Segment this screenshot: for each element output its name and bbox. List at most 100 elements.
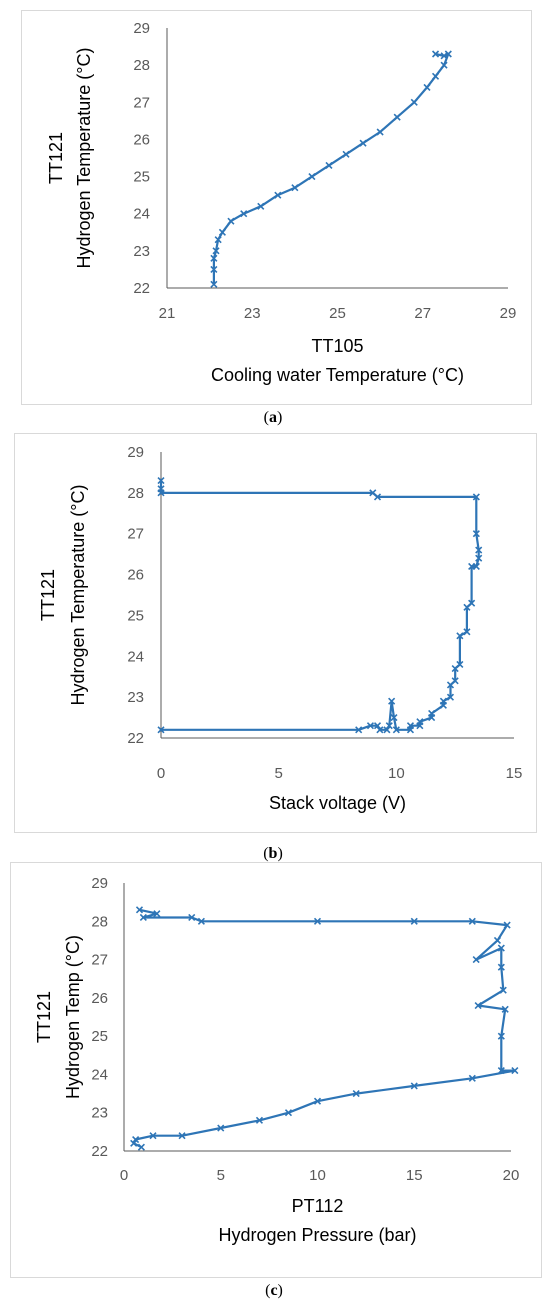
y-tick-label: 25 — [133, 169, 150, 186]
y-tick-label: 28 — [127, 485, 144, 502]
data-point — [255, 1116, 264, 1124]
x-tick-label: 5 — [274, 765, 282, 782]
chart-a-frame — [21, 10, 532, 405]
data-point — [446, 681, 455, 689]
x-tick-label: 15 — [406, 1167, 423, 1184]
data-point — [475, 554, 483, 562]
y-tick-label: 22 — [127, 730, 144, 747]
data-point — [210, 254, 218, 262]
y-tick-label: 22 — [133, 280, 150, 297]
data-point — [135, 906, 144, 914]
x-tick-label: 27 — [414, 305, 431, 322]
data-point — [468, 1074, 476, 1082]
chart-b-frame — [14, 433, 537, 833]
data-point — [197, 917, 205, 925]
data-point — [383, 726, 391, 734]
data-point — [463, 603, 471, 611]
data-point — [463, 628, 471, 636]
data-point — [178, 1132, 186, 1140]
y-tick-label: 23 — [91, 1105, 108, 1122]
data-point — [130, 1139, 138, 1147]
y-tick-label: 28 — [91, 913, 108, 930]
data-point — [431, 72, 440, 80]
chart-b: 22 23 24 25 26 27 28 29 0 5 10 15 TT121 Hydrogen Temp… — [38, 444, 522, 813]
x-axis-label-line1: Stack voltage (V) — [269, 793, 406, 813]
data-point — [446, 693, 455, 701]
data-point — [257, 202, 265, 210]
data-point — [313, 917, 322, 925]
y-axis-label-line2: Hydrogen Temperature (°C) — [74, 48, 94, 269]
x-tick-label: 20 — [503, 1167, 520, 1184]
y-tick-label: 24 — [127, 648, 144, 665]
data-point — [227, 217, 235, 225]
data-point — [139, 913, 147, 922]
y-tick-label: 25 — [127, 607, 144, 624]
x-tick-label: 29 — [500, 305, 517, 322]
x-tick-label: 0 — [157, 765, 165, 782]
series-line — [159, 480, 480, 731]
data-point — [137, 1143, 145, 1151]
data-point — [393, 113, 401, 121]
data-point — [468, 562, 476, 570]
y-tick-label: 23 — [133, 243, 150, 260]
data-point — [355, 726, 363, 734]
y-axis-label-line1: TT121 — [46, 132, 66, 184]
data-point — [157, 726, 165, 734]
data-point — [217, 1124, 225, 1132]
data-point — [440, 61, 448, 69]
series-line — [212, 52, 450, 285]
data-point — [497, 963, 505, 971]
data-point — [497, 1067, 505, 1075]
data-point — [359, 139, 367, 147]
data-point — [451, 664, 459, 673]
data-point — [274, 191, 282, 199]
data-point — [291, 184, 299, 192]
data-point — [376, 726, 384, 734]
y-tick-label: 29 — [133, 20, 150, 37]
data-point — [406, 726, 415, 734]
y-tick-label: 26 — [133, 131, 150, 148]
data-point — [325, 161, 333, 169]
data-point — [240, 210, 248, 218]
data-point — [188, 913, 196, 922]
data-point — [376, 128, 384, 136]
data-point — [392, 726, 400, 734]
data-point — [214, 236, 222, 244]
y-tick-label: 29 — [127, 444, 144, 461]
data-point — [511, 1067, 519, 1075]
y-tick-label: 24 — [133, 206, 150, 223]
data-point — [410, 98, 418, 106]
chart-c-frame — [10, 862, 542, 1278]
data-point — [352, 1090, 360, 1098]
data-point — [468, 917, 476, 925]
y-tick-label: 22 — [91, 1143, 108, 1160]
y-tick-label: 27 — [91, 952, 108, 969]
data-point — [373, 722, 382, 730]
data-point — [475, 546, 483, 554]
x-tick-label: 5 — [217, 1167, 225, 1184]
data-point — [497, 1032, 505, 1040]
data-point — [284, 1109, 293, 1117]
data-point — [501, 1005, 509, 1013]
x-tick-label: 25 — [329, 305, 346, 322]
data-point — [503, 921, 511, 929]
caption-b: (b) — [263, 845, 283, 862]
data-point — [212, 247, 220, 255]
x-tick-label: 10 — [309, 1167, 326, 1184]
data-point — [474, 1001, 482, 1010]
data-point — [149, 1132, 157, 1140]
data-point — [313, 1097, 322, 1105]
data-point — [132, 1135, 140, 1144]
data-point — [342, 150, 350, 158]
y-tick-label: 26 — [127, 567, 144, 584]
data-point — [390, 714, 398, 722]
data-point — [385, 722, 393, 730]
data-point — [410, 917, 418, 925]
caption-a: (a) — [263, 409, 283, 426]
data-point — [472, 493, 480, 501]
data-point — [499, 986, 507, 994]
y-tick-label: 26 — [91, 990, 108, 1007]
y-tick-label: 23 — [127, 689, 144, 706]
x-axis-label-line1: PT112 — [292, 1196, 344, 1216]
chart-a: 22 23 24 25 26 27 28 29 21 23 25 27 29 TT121 Hydrogen … — [46, 20, 516, 385]
